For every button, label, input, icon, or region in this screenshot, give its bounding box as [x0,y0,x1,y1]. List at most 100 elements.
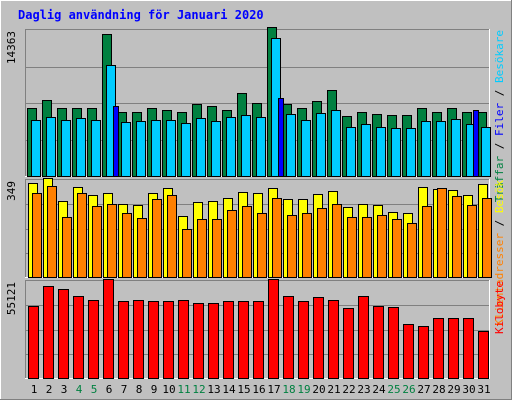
bar-1-2-day-26 [406,128,416,177]
bar-1-2-day-8 [136,121,146,177]
bar-1-3-day-6 [113,106,119,177]
bar-2-2-day-20 [317,208,327,278]
x-tick-label: 28 [432,383,445,396]
bar-3-1-day-7 [118,301,129,379]
bar-2-2-day-6 [107,204,117,278]
bar-2-2-day-25 [392,219,402,278]
bar-2-2-day-29 [452,196,462,278]
panel-3-max-label: 55121 [5,282,18,315]
bar-3-1-day-21 [328,300,339,379]
bar-3-1-day-18 [283,296,294,379]
bar-3-1-day-2 [43,286,54,379]
legend-entry: Besökare [493,30,506,83]
panel-2-max-label: 349 [5,181,18,201]
bar-1-2-day-15 [241,115,251,177]
x-tick-label: 15 [237,383,250,396]
panel-1-max-label: 14363 [5,31,18,64]
bar-1-2-day-3 [61,120,71,177]
panel-2-legend: Klientadresser / Besök [493,180,506,326]
x-tick-label: 6 [106,383,113,396]
bar-3-1-day-31 [478,331,489,379]
legend-entry: Klientadresser [493,233,506,326]
x-tick-label: 22 [342,383,355,396]
bar-3-1-day-14 [223,301,234,379]
bar-3-1-day-30 [463,318,474,379]
bar-2-2-day-7 [122,213,132,278]
bar-1-2-day-16 [256,117,266,177]
bar-1-2-day-23 [361,124,371,177]
bar-1-2-day-13 [211,121,221,177]
bar-3-1-day-5 [88,300,99,379]
x-tick-label: 8 [136,383,143,396]
bar-2-2-day-12 [197,219,207,278]
bar-3-1-day-20 [313,297,324,379]
bar-1-2-day-11 [181,123,191,177]
legend-entry: / [493,136,506,156]
bar-2-2-day-17 [272,198,282,278]
bar-1-2-day-1 [31,120,41,177]
bar-2-2-day-2 [47,186,57,278]
legend-entry: Kilobyte [493,281,506,334]
bar-2-2-day-1 [32,193,42,278]
bar-3-1-day-27 [418,326,429,379]
chart-panels: 14363 Träffar / Filer / Besökare 349 Klient… [5,27,506,379]
legend-entry: Besök [493,180,506,213]
x-tick-label: 30 [462,383,475,396]
x-tick-label: 10 [162,383,175,396]
bar-1-2-day-7 [121,122,131,177]
bar-2-2-day-22 [347,217,357,278]
legend-entry: / [493,213,506,233]
bar-2-2-day-24 [377,215,387,278]
bar-2-2-day-31 [482,198,492,278]
x-tick-label: 9 [151,383,158,396]
bar-3-1-day-3 [58,289,69,379]
bar-2-2-day-5 [92,206,102,278]
bar-1-2-day-5 [91,120,101,177]
bar-2-2-day-23 [362,217,372,278]
bar-1-2-day-24 [376,127,386,177]
x-tick-label: 23 [357,383,370,396]
bar-2-2-day-26 [407,223,417,278]
bar-1-2-day-20 [316,113,326,177]
bar-3-1-day-1 [28,306,39,379]
bar-2-2-day-4 [77,193,87,278]
bar-3-1-day-12 [193,303,204,379]
bar-1-2-day-22 [346,127,356,177]
bar-2-2-day-8 [137,218,147,278]
bar-2-2-day-18 [287,215,297,278]
bar-1-2-day-19 [301,120,311,177]
x-tick-label: 26 [402,383,415,396]
bar-1-2-day-27 [421,121,431,177]
bar-2-2-day-27 [422,206,432,278]
x-tick-label: 7 [121,383,128,396]
bar-1-2-day-18 [286,114,296,177]
bar-3-1-day-16 [253,301,264,379]
bar-1-2-day-9 [151,120,161,177]
x-tick-label: 24 [372,383,386,396]
x-tick-label: 14 [222,383,236,396]
bar-2-2-day-14 [227,210,237,278]
x-tick-label: 16 [252,383,265,396]
legend-entry: / [493,83,506,103]
legend-entry: Filer [493,102,506,135]
bar-3-1-day-29 [448,318,459,379]
legend-entry: Träffar [493,155,506,202]
bar-3-1-day-17 [268,279,279,379]
panel-3-legend: Kilobyte [493,281,506,334]
bar-3-1-day-4 [73,296,84,379]
bar-1-2-day-28 [436,121,446,177]
bar-2-2-day-21 [332,204,342,278]
x-tick-label: 29 [447,383,460,396]
bar-3-1-day-25 [388,307,399,379]
bar-1-2-day-29 [451,119,461,177]
bar-1-2-day-21 [331,110,341,177]
x-tick-label: 17 [267,383,280,396]
x-tick-label: 25 [387,383,400,396]
x-tick-label: 4 [76,383,83,396]
bar-2-2-day-10 [167,195,177,278]
bar-1-2-day-10 [166,120,176,177]
x-tick-label: 31 [477,383,490,396]
bar-2-2-day-15 [242,206,252,278]
